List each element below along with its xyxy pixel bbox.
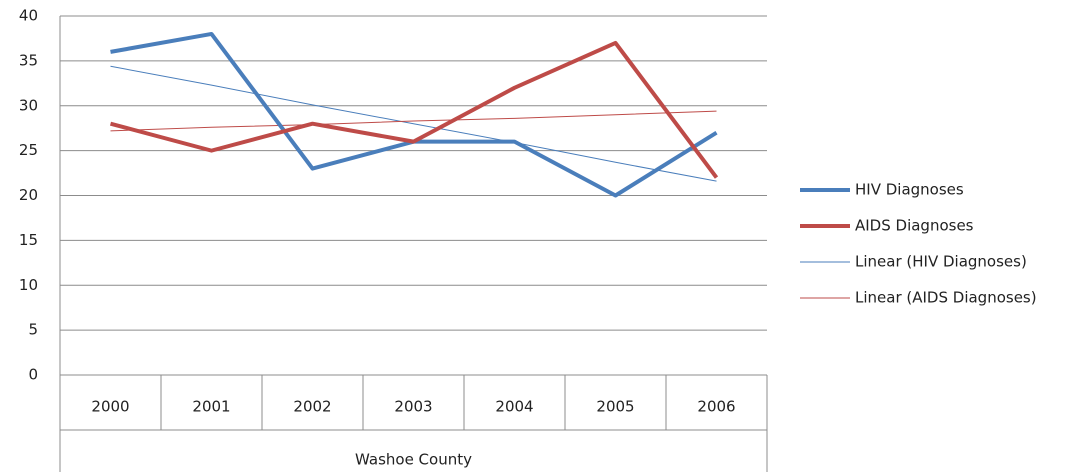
series-line <box>109 40 719 179</box>
series-line <box>110 65 717 182</box>
series-line <box>110 110 717 132</box>
x-tick-label: 2003 <box>394 398 432 416</box>
y-tick-label: 0 <box>28 366 38 384</box>
y-tick-label: 40 <box>19 7 38 25</box>
x-tick-label: 2001 <box>192 398 230 416</box>
legend-label: AIDS Diagnoses <box>855 217 974 235</box>
legend-label: HIV Diagnoses <box>855 181 964 199</box>
y-tick-label: 5 <box>28 321 38 339</box>
legend-label: Linear (AIDS Diagnoses) <box>855 289 1037 307</box>
x-tick-label: 2000 <box>91 398 129 416</box>
legend-label: Linear (HIV Diagnoses) <box>855 253 1027 271</box>
group-label: Washoe County <box>355 451 472 469</box>
y-tick-label: 20 <box>19 186 38 204</box>
x-tick-label: 2002 <box>293 398 331 416</box>
y-tick-label: 10 <box>19 276 38 294</box>
y-tick-label: 30 <box>19 96 38 114</box>
y-tick-label: 15 <box>19 231 38 249</box>
x-tick-label: 2004 <box>495 398 533 416</box>
y-tick-label: 35 <box>19 51 38 69</box>
x-tick-label: 2005 <box>596 398 634 416</box>
y-tick-label: 25 <box>19 141 38 159</box>
x-tick-label: 2006 <box>697 398 735 416</box>
